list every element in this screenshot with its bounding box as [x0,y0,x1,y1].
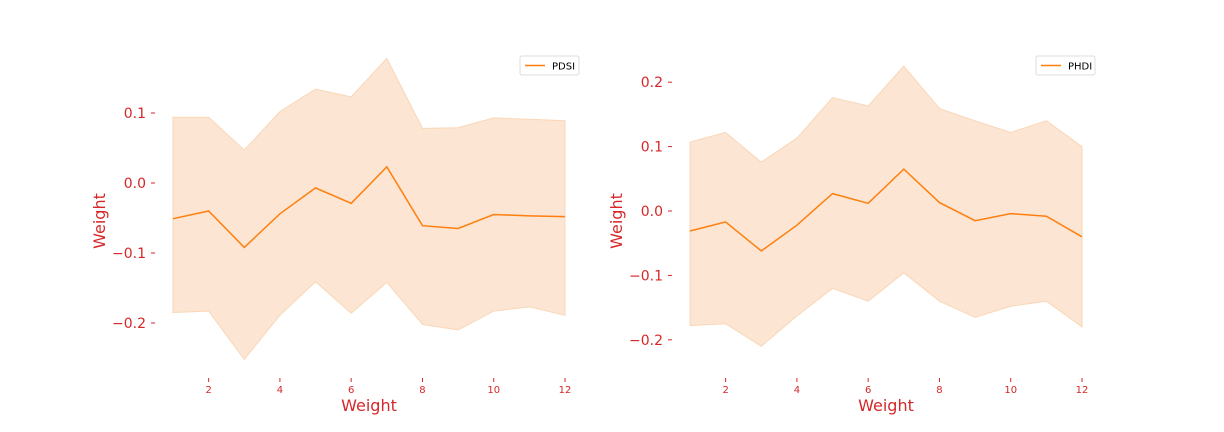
data-point [242,245,246,249]
y-tick-label: 0.2 [641,75,663,91]
data-point [866,201,870,205]
legend-label: PHDI [1068,62,1092,73]
data-point [207,209,211,213]
x-tick-label: 10 [487,385,500,396]
legend: PHDI [1035,55,1096,76]
x-axis-label: Weight [341,396,397,415]
data-point [831,192,835,196]
y-tick-label: −0.2 [112,316,146,332]
confidence-band-phdi [689,65,1083,347]
y-tick-label: 0.1 [124,106,146,122]
data-point [1080,235,1084,239]
y-tick-label: 0.0 [641,204,663,220]
data-point [688,229,692,233]
x-tick-label: 8 [419,385,425,396]
data-point [349,201,353,205]
series-line-phdi [689,168,1083,252]
legend-box [519,55,580,76]
x-tick-label: 12 [559,385,572,396]
x-tick-label: 4 [277,385,283,396]
y-tick-label: 0.1 [641,140,663,156]
data-point [759,249,763,253]
y-axis-label: Weight [90,193,109,249]
y-axis-label: Weight [607,193,626,249]
confidence-band-pdsi [172,57,566,361]
x-tick-label: 8 [936,385,942,396]
legend-box [1035,55,1096,76]
y-tick-label: −0.1 [629,268,663,284]
data-point [171,217,175,221]
data-point [973,219,977,223]
x-axis-label: Weight [858,396,914,415]
legend-label: PDSI [552,62,575,73]
legend: PDSI [519,55,580,76]
y-tick-label: 0.0 [124,176,146,192]
x-tick-label: 4 [794,385,800,396]
data-point [724,220,728,224]
x-tick-label: 6 [865,385,871,396]
x-tick-label: 2 [722,385,728,396]
data-point [563,215,567,219]
data-point [385,165,389,169]
y-tick-label: −0.2 [629,333,663,349]
x-tick-label: 10 [1004,385,1017,396]
x-tick-label: 6 [348,385,354,396]
data-point [314,186,318,190]
data-point [1044,214,1048,218]
data-point [278,212,282,216]
chart-panel-right: PHDI 2 4 6 8 10 12 0.2 0.1 0.0 −0.1 −0.2 Weight Weigh… [607,55,1096,415]
x-tick-label: 2 [205,385,211,396]
data-point [795,223,799,227]
data-point [1009,212,1013,216]
data-point [421,224,425,228]
x-tick-label: 12 [1076,385,1089,396]
series-line-pdsi [172,165,566,249]
y-tick-label: −0.1 [112,246,146,262]
data-point [527,214,531,218]
data-point [492,213,496,217]
data-point [902,167,906,171]
data-point [456,227,460,231]
data-point [938,201,942,205]
chart-panel-left: PDSI 2 4 6 8 10 12 0.1 0.0 −0.1 −0.2 Weight Weight [90,55,580,415]
